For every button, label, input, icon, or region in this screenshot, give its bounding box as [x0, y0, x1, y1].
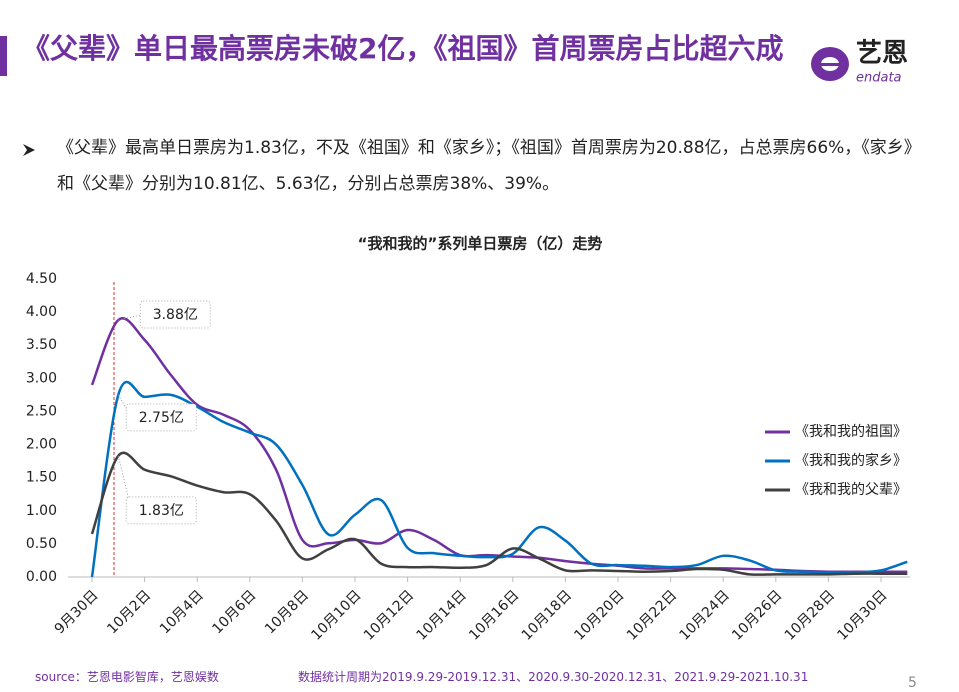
callout-box [125, 403, 197, 432]
callout-box [125, 496, 197, 525]
source: source：艺恩电影智库，艺恩娱数 [35, 670, 219, 684]
period: 数据统计周期为2019.9.29-2019.12.31、2020.9.30-20… [298, 670, 809, 684]
line-series [90, 380, 908, 578]
data-label: 3.88亿 [153, 307, 198, 323]
x-tick-label: 9月30日 [52, 587, 102, 637]
bullet-icon [23, 144, 35, 156]
x-tick-label: 10月30日 [834, 587, 890, 643]
bullet-text: 《父辈》最高单日票房为1.83亿，不及《祖国》和《家乡》；《祖国》首周票房为20… [57, 138, 921, 194]
callout-box [139, 300, 211, 329]
data-label: 2.75亿 [139, 410, 184, 426]
legend-label: 《我和我的家乡》 [795, 452, 907, 469]
chart: “我和我的”系列单日票房（亿）走势 0.00 0.50 1.00 1.50 2.00 2.… [26, 235, 910, 644]
line-series [90, 451, 908, 576]
logo-icon [821, 63, 843, 66]
x-tick-label: 10月4日 [157, 587, 207, 637]
legend-label: 《我和我的祖国》 [795, 424, 907, 440]
y-tick-label: 4.50 [26, 271, 57, 287]
accent-bar [0, 36, 7, 76]
x-tick-label: 10月28日 [782, 587, 838, 643]
y-tick-label: 3.00 [26, 370, 57, 386]
line-series [90, 317, 908, 574]
y-tick-label: 2.50 [26, 403, 57, 419]
logo-sub: endata [856, 71, 902, 86]
y-tick-label: 1.00 [26, 503, 57, 519]
data-label: 1.83亿 [139, 503, 184, 519]
y-tick-label: 3.50 [26, 337, 57, 353]
x-tick-label: 10月2日 [104, 587, 154, 637]
logo-text: 艺恩 [856, 39, 908, 69]
y-tick-label: 1.50 [26, 470, 57, 486]
x-tick-label: 10月14日 [414, 587, 470, 643]
page-number: 5 [908, 675, 917, 691]
x-tick-label: 10月10日 [308, 587, 364, 643]
slide-title: 《父辈》单日最高票房未破2亿，《祖国》首周票房占比超六成 [22, 32, 784, 65]
chart-title: “我和我的”系列单日票房（亿）走势 [358, 235, 603, 253]
x-tick-label: 10月26日 [729, 587, 785, 643]
y-tick-label: 0.00 [26, 569, 57, 585]
x-tick-label: 10月22日 [624, 587, 680, 643]
x-tick-label: 10月16日 [466, 587, 522, 643]
y-tick-label: 2.00 [26, 437, 57, 453]
callout-leader [117, 455, 132, 510]
logo: 艺恩 endata [811, 39, 908, 86]
x-tick-label: 10月18日 [519, 587, 575, 643]
y-tick-label: 4.00 [26, 304, 57, 320]
x-tick-label: 10月12日 [361, 587, 417, 643]
x-tick-label: 10月20日 [571, 587, 627, 643]
legend-label: 《我和我的父辈》 [795, 482, 907, 498]
x-tick-label: 10月8日 [262, 587, 312, 637]
y-tick-label: 0.50 [26, 536, 57, 552]
x-tick-label: 10月24日 [677, 587, 733, 643]
x-tick-label: 10月6日 [209, 587, 259, 637]
